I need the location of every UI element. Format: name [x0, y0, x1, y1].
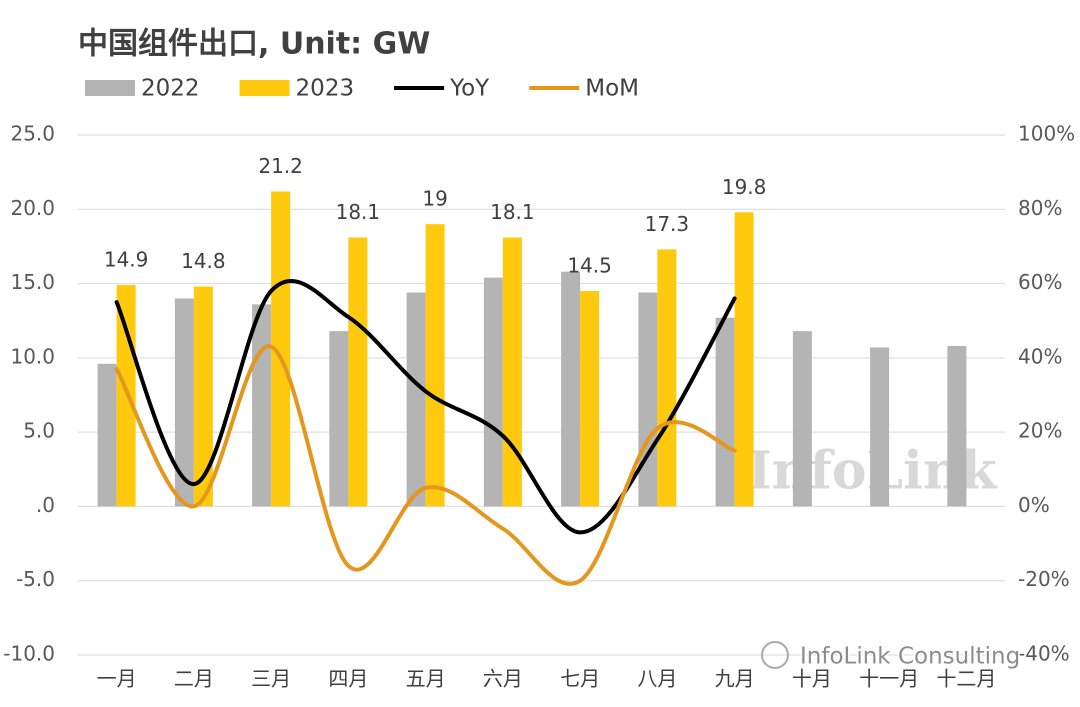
y2-tick-label: -20%: [1018, 567, 1070, 591]
bar: [580, 291, 600, 507]
y2-tick-label: 80%: [1018, 196, 1062, 220]
bar: [657, 249, 677, 507]
y-tick-label: 10.0: [10, 344, 55, 368]
x-tick-label: 七月: [560, 667, 600, 691]
y2-tick-label: -40%: [1018, 642, 1070, 666]
y-tick-label: 5.0: [23, 419, 55, 443]
x-tick-label: 十月: [792, 667, 832, 691]
bar: [252, 304, 272, 507]
y2-tick-label: 0%: [1018, 493, 1050, 517]
bar: [561, 271, 581, 507]
bar: [425, 224, 445, 507]
bar: [870, 347, 890, 507]
data-label: 14.8: [181, 249, 226, 273]
chart-title: 中国组件出口, Unit: GW: [78, 27, 430, 62]
x-tick-label: 十二月: [936, 667, 996, 691]
x-tick-label: 二月: [174, 667, 214, 691]
line-series: [114, 278, 737, 535]
data-label: 18.1: [490, 200, 535, 224]
bar: [97, 363, 117, 507]
data-label: 14.9: [104, 248, 149, 272]
legend-label: 2023: [296, 76, 355, 102]
bar: [502, 237, 522, 507]
bar: [715, 317, 735, 507]
x-tick-label: 四月: [328, 667, 368, 691]
data-label: 19: [422, 187, 447, 211]
y2-tick-label: 100%: [1018, 122, 1075, 146]
y-tick-label: 15.0: [10, 270, 55, 294]
y-tick-label: -5.0: [16, 567, 55, 591]
y2-tick-label: 20%: [1018, 419, 1062, 443]
bar: [271, 191, 291, 507]
bar: [329, 331, 349, 507]
bar: [348, 237, 368, 507]
x-tick-label: 十一月: [859, 667, 919, 691]
bar: [483, 277, 503, 507]
y-tick-label: 20.0: [10, 196, 55, 220]
data-label: 18.1: [336, 200, 381, 224]
bar: [116, 285, 136, 507]
bar: [734, 212, 754, 507]
bar: [406, 292, 426, 507]
y2-tick-label: 60%: [1018, 270, 1062, 294]
x-tick-label: 九月: [715, 667, 755, 691]
watermark-icon: [761, 641, 789, 669]
watermark-footer: InfoLink Consulting: [800, 644, 1020, 670]
x-tick-label: 五月: [406, 667, 446, 691]
y-tick-label: .0: [36, 493, 55, 517]
x-tick-label: 一月: [97, 667, 137, 691]
data-label: 14.5: [567, 254, 612, 278]
bar: [193, 286, 213, 507]
legend-label: 2022: [141, 76, 200, 102]
bar: [174, 298, 194, 507]
line-series: [114, 344, 737, 586]
x-tick-label: 六月: [483, 667, 523, 691]
data-label: 17.3: [645, 212, 690, 236]
y-tick-label: -10.0: [3, 642, 55, 666]
data-label: 19.8: [722, 175, 767, 199]
bar: [947, 345, 967, 507]
y2-tick-label: 40%: [1018, 344, 1062, 368]
bar: [792, 331, 812, 507]
legend-label: YoY: [449, 76, 490, 102]
y-tick-label: 25.0: [10, 122, 55, 146]
bar: [638, 292, 658, 507]
x-tick-label: 八月: [637, 667, 677, 691]
legend-swatch: [85, 80, 135, 96]
legend-swatch: [239, 80, 290, 96]
x-tick-label: 三月: [251, 667, 291, 691]
legend-label: MoM: [585, 76, 639, 102]
data-label: 21.2: [258, 154, 303, 178]
